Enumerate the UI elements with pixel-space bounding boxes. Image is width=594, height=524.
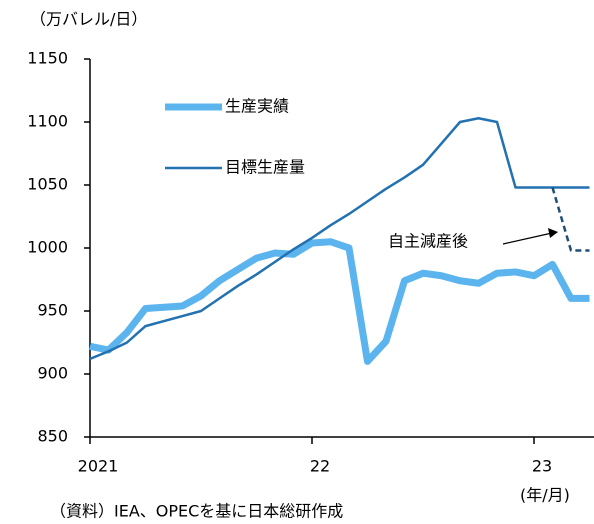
source: （資料）IEA、OPECを基に日本総研作成 xyxy=(50,502,343,521)
y-tick-label: 1000 xyxy=(27,238,68,257)
legend-label: 生産実績 xyxy=(225,97,289,116)
series-line xyxy=(89,116,590,361)
arrow-head xyxy=(548,228,558,238)
annotation: 自主減産後 xyxy=(388,232,468,251)
y-tick-label: 900 xyxy=(37,364,68,383)
series-line xyxy=(89,238,590,365)
y-tick-label: 950 xyxy=(37,301,68,320)
y-tick-label: 1050 xyxy=(27,175,68,194)
y-tick-label: 1150 xyxy=(27,49,68,68)
legend-label: 目標生産量 xyxy=(225,158,305,177)
x-tick-label: 2021 xyxy=(78,457,119,476)
annotation-arrow xyxy=(502,232,553,245)
x-unit: (年/月) xyxy=(520,486,570,505)
y-tick-label: 1100 xyxy=(27,112,68,131)
y-unit: （万バレル/日） xyxy=(30,10,147,29)
x-tick-label: 22 xyxy=(310,457,330,476)
y-tick-label: 850 xyxy=(37,427,68,446)
series-line xyxy=(551,187,590,252)
x-tick-label: 23 xyxy=(532,457,552,476)
